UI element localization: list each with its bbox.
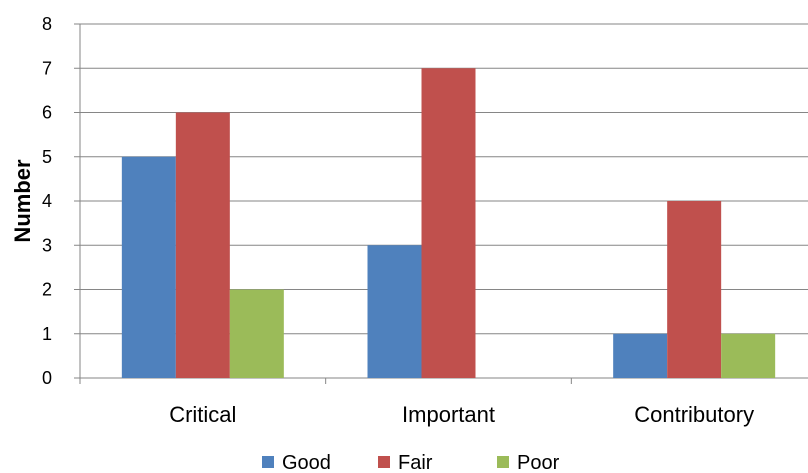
- y-tick-label: 6: [42, 103, 52, 123]
- category-labels: Critical Important Contributory: [169, 402, 754, 427]
- legend-swatch-fair: [378, 456, 390, 468]
- legend: Good Fair Poor: [262, 452, 560, 473]
- bar-poor-contributory: [721, 333, 776, 378]
- bar-good-important: [367, 245, 422, 378]
- y-tick-label: 7: [42, 58, 52, 78]
- y-tick-label: 4: [42, 191, 52, 211]
- y-tick-label: 2: [42, 280, 52, 300]
- bars: [121, 68, 776, 378]
- bar-fair-critical: [175, 112, 230, 378]
- x-category-ticks: [79, 378, 572, 384]
- y-tick-labels: 0 1 2 3 4 5 6 7 8: [42, 14, 80, 388]
- y-tick-label: 0: [42, 368, 52, 388]
- y-tick-label: 1: [42, 324, 52, 344]
- legend-swatch-good: [262, 456, 274, 468]
- legend-label-fair: Fair: [398, 452, 433, 473]
- y-tick-label: 8: [42, 14, 52, 34]
- category-label: Important: [402, 402, 495, 427]
- y-tick-label: 5: [42, 147, 52, 167]
- bar-fair-contributory: [667, 201, 722, 378]
- bar-fair-important: [421, 68, 476, 378]
- bar-good-critical: [121, 156, 176, 378]
- legend-label-good: Good: [282, 452, 331, 473]
- category-label: Contributory: [634, 402, 754, 427]
- bar-poor-critical: [229, 289, 284, 378]
- bar-good-contributory: [613, 333, 668, 378]
- category-label: Critical: [169, 402, 236, 427]
- legend-label-poor: Poor: [517, 452, 560, 473]
- y-tick-label: 3: [42, 235, 52, 255]
- legend-swatch-poor: [497, 456, 509, 468]
- y-axis-title: Number: [10, 159, 35, 243]
